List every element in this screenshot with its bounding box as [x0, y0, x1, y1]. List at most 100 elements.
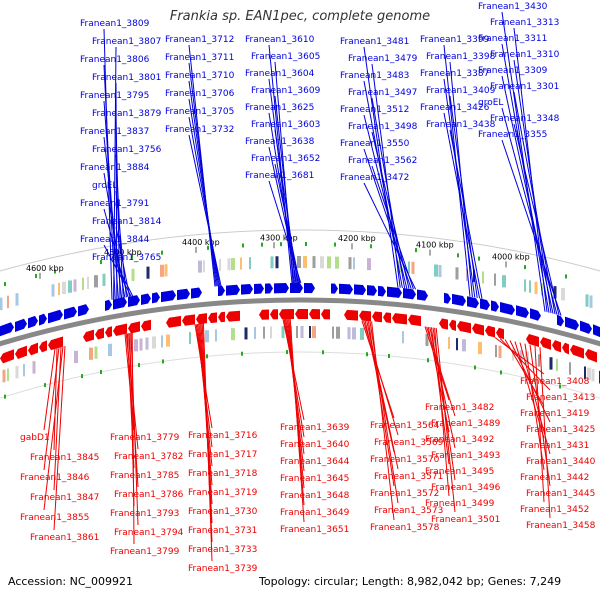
outer-ring [0, 229, 600, 272]
gene-label: groEL [92, 181, 117, 191]
forward-gene-arrow [128, 295, 140, 308]
gene-leader-line [188, 62, 217, 287]
rna-mark [474, 365, 476, 370]
forward-gene-arrow [467, 296, 479, 309]
gene-label: Franean1_3309 [478, 66, 548, 76]
gene-label: Franean1_3408 [520, 377, 590, 387]
reverse-gene-arrow [226, 310, 240, 322]
rna-mark [261, 242, 263, 247]
gene-label: Franean1_3431 [520, 441, 589, 451]
rna-mark [524, 265, 526, 270]
scale-tick-label: 4100 kbp [416, 241, 454, 250]
gene-label: Franean1_3442 [520, 473, 589, 483]
rna-mark [322, 350, 324, 355]
scale-tick-label: 4500 kbp [104, 248, 142, 257]
gene-label: Franean1_3301 [490, 82, 559, 92]
gene-label: Franean1_3562 [348, 156, 417, 166]
gene-label: Franean1_3717 [188, 450, 257, 460]
rna-mark [35, 273, 37, 278]
gene-label: Franean1_3782 [114, 452, 183, 462]
reverse-gene-arrow [48, 336, 63, 351]
rna-mark [206, 354, 208, 359]
gene-label: Franean1_3645 [280, 474, 349, 484]
gene-label: Franean1_3425 [526, 425, 595, 435]
forward-gene-arrow [78, 304, 89, 317]
reverse-gene-arrow [570, 344, 584, 359]
reverse-gene-arrow [28, 342, 38, 356]
gene-label: Franean1_3625 [245, 103, 314, 113]
gene-leader-line [363, 114, 408, 289]
gene-label: Franean1_3814 [92, 217, 162, 227]
forward-gene-arrow [290, 283, 303, 294]
reverse-gene-arrow [270, 309, 278, 320]
forward-gene-arrow [254, 283, 264, 294]
forward-gene-leaders [103, 11, 562, 316]
gene-label: Franean1_3809 [80, 19, 150, 29]
forward-gene-arrow [417, 289, 428, 301]
forward-gene-arrow [500, 302, 515, 315]
gene-label: Franean1_3398 [426, 52, 496, 62]
gene-label: Franean1_3837 [80, 127, 149, 137]
scale-tick-label: 4000 kbp [492, 252, 530, 261]
forward-gene-arrow [28, 315, 38, 329]
rna-mark [131, 254, 133, 259]
forward-gene-labels: Franean1_3809 Franean1_3807 Franean1_3806 F… [80, 2, 560, 263]
gene-label: Franean1_3846 [20, 473, 90, 483]
rna-mark [161, 250, 163, 255]
reverse-gene-arrow [279, 309, 294, 320]
rna-mark [478, 256, 480, 261]
gene-label: Franean1_3845 [30, 453, 99, 463]
scale-tick-label: 4400 kbp [182, 238, 220, 247]
rna-mark [100, 260, 102, 265]
reverse-gene-arrow [15, 345, 27, 359]
reverse-gene-arrow [182, 314, 195, 326]
genome-title: Frankia sp. EAN1pec, complete genome [169, 9, 431, 24]
gene-label: Franean1_3855 [20, 513, 89, 523]
gene-label: Franean1_3495 [425, 467, 494, 477]
gene-label: Franean1_3570 [370, 455, 440, 465]
gene-label: Franean1_3652 [251, 154, 320, 164]
gene-label: Franean1_3481 [340, 37, 409, 47]
reverse-gene-arrow [472, 323, 484, 336]
forward-gene-arrow [516, 305, 529, 318]
forward-strand-track [0, 283, 600, 338]
rna-mark [334, 242, 336, 247]
gene-leader-line [43, 348, 56, 431]
reverse-gene-arrow [457, 320, 471, 334]
gene-label: Franean1_3483 [340, 71, 409, 81]
reverse-strand-track [0, 309, 597, 364]
gene-label: Franean1_3438 [426, 120, 496, 130]
gene-label: Franean1_3313 [490, 18, 559, 28]
reverse-gene-arrow [359, 310, 371, 322]
gene-leader-line [363, 148, 412, 289]
gene-leader-line [371, 321, 395, 521]
gene-label: Franean1_3399 [420, 35, 490, 45]
reverse-gene-arrow [585, 348, 597, 363]
rna-mark [207, 245, 209, 250]
forward-gene-arrow [39, 313, 47, 326]
gene-label: Franean1_3569 [374, 438, 444, 448]
gene-label: Franean1_3644 [280, 457, 350, 467]
gene-label: Franean1_3807 [92, 37, 161, 47]
rna-mark [4, 282, 6, 287]
forward-gene-arrow [141, 293, 151, 305]
forward-gene-arrow [265, 283, 273, 294]
reverse-gene-arrow [562, 342, 569, 355]
reverse-gene-arrow [408, 314, 421, 327]
gene-label: Franean1_3479 [348, 54, 418, 64]
gene-label: Franean1_3445 [526, 489, 595, 499]
rna-mark [533, 377, 535, 382]
forward-gene-arrow [274, 283, 289, 294]
gene-label: Franean1_3706 [165, 89, 235, 99]
accession-text: Accession: NC_009921 [8, 575, 134, 588]
gene-leader-line [513, 59, 552, 314]
gene-label: Franean1_3710 [165, 71, 235, 81]
rna-mark [81, 374, 83, 379]
gene-label: Franean1_3573 [374, 506, 443, 516]
gene-label: Franean1_3712 [165, 35, 234, 45]
gene-leader-line [449, 129, 483, 299]
reverse-gene-arrow [95, 327, 104, 340]
gene-leader-line [188, 134, 222, 287]
forward-gene-arrow [113, 297, 127, 310]
